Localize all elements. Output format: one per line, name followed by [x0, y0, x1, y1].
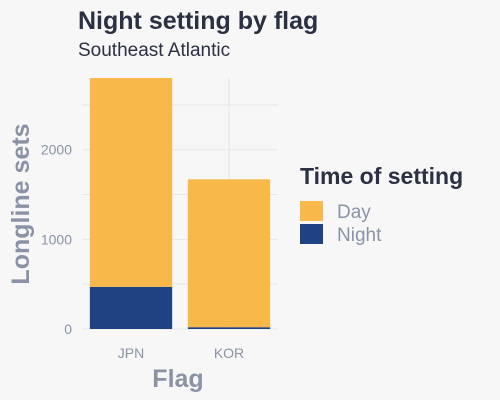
legend-swatch-day	[300, 201, 323, 221]
y-tick-label-1: 1000	[41, 231, 72, 247]
x-ticks: JPN KOR	[118, 345, 244, 361]
legend-label-day: Day	[337, 202, 371, 223]
bar-jpn-day	[89, 78, 173, 287]
x-tick-label-jpn: JPN	[118, 345, 144, 361]
bar-kor-night	[187, 327, 271, 329]
chart-title: Night setting by flag	[78, 7, 318, 35]
chart-subtitle: Southeast Atlantic	[78, 40, 230, 61]
y-axis-title: Longline sets	[7, 123, 35, 284]
legend-label-night: Night	[337, 225, 382, 246]
legend-swatch-night	[300, 224, 323, 244]
bar-kor-day	[187, 179, 271, 328]
y-ticks: 0 1000 2000	[41, 142, 72, 337]
y-tick-label-0: 0	[64, 321, 72, 337]
x-tick-label-kor: KOR	[214, 345, 244, 361]
y-tick-label-2: 2000	[41, 142, 72, 158]
bar-jpn-night	[89, 286, 173, 329]
legend-title: Time of setting	[300, 163, 463, 189]
bars	[89, 78, 271, 329]
x-axis-title: Flag	[152, 365, 203, 393]
